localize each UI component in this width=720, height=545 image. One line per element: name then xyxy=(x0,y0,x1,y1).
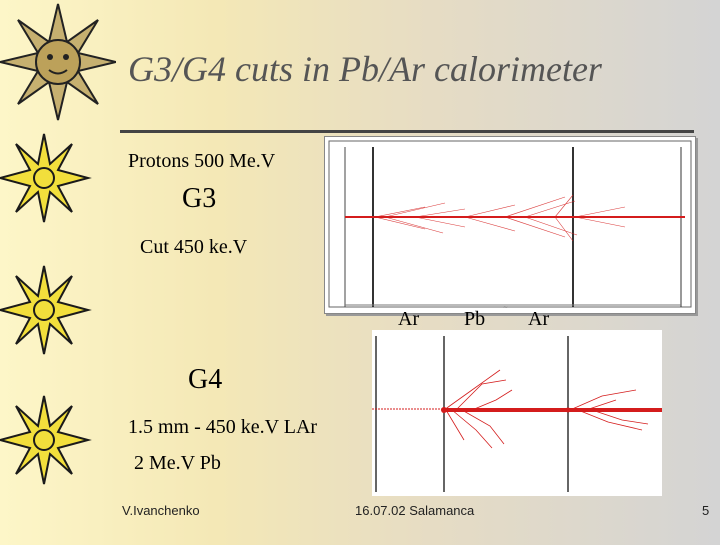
g3-event-display: ~ xyxy=(324,136,696,314)
sun-face-emblem-icon xyxy=(0,3,117,121)
region-label-pb: Pb xyxy=(464,308,486,330)
decorative-sun-strip xyxy=(0,0,117,540)
footer-author: V.Ivanchenko xyxy=(122,503,200,518)
g3-heading: G3 xyxy=(182,183,217,214)
page-number: 5 xyxy=(702,503,710,518)
beam-description: Protons 500 Me.V xyxy=(128,150,276,172)
sun-decoration-icon xyxy=(0,133,89,485)
g3-track-plot: ~ xyxy=(328,140,692,311)
g4-event-display xyxy=(372,330,662,496)
footer-event: 16.07.02 Salamanca xyxy=(355,503,475,518)
g4-pb-cut: 2 Me.V Pb xyxy=(134,452,221,474)
region-label-ar-left: Ar xyxy=(398,308,420,330)
svg-text:~: ~ xyxy=(503,304,508,311)
g4-heading: G4 xyxy=(188,364,223,395)
sun-strip-svg xyxy=(0,3,117,485)
g4-track-plot xyxy=(372,330,662,496)
slide-title: G3/G4 cuts in Pb/Ar calorimeter xyxy=(128,49,602,89)
g3-cut-value: Cut 450 ke.V xyxy=(140,236,248,258)
title-divider xyxy=(120,130,694,133)
g4-lar-cut: 1.5 mm - 450 ke.V LAr xyxy=(128,416,318,438)
region-label-ar-right: Ar xyxy=(528,308,550,330)
